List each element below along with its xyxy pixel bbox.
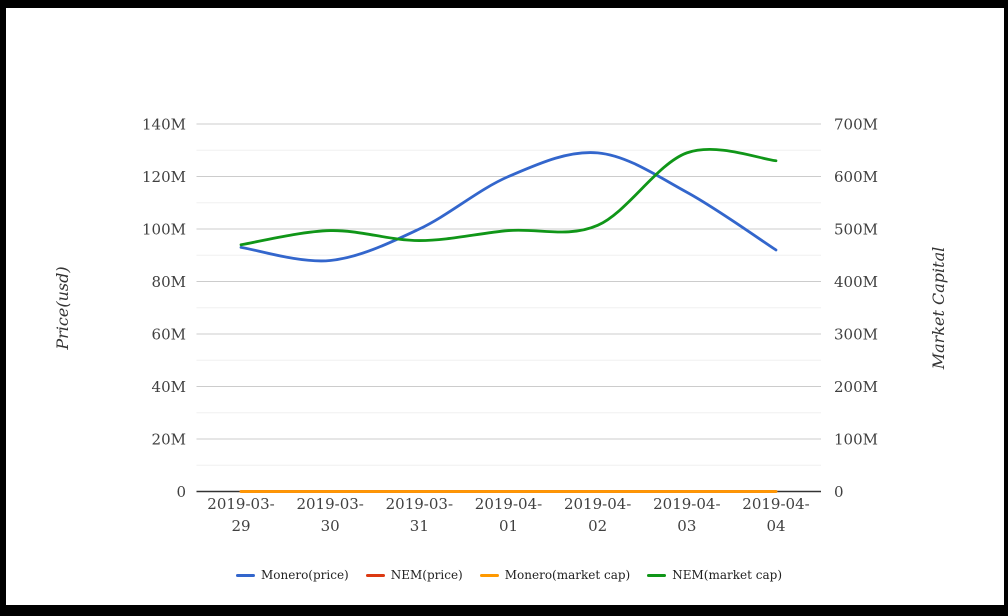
right-axis-tick-label: 600M — [834, 168, 878, 186]
x-axis-tick-label: 31 — [410, 517, 429, 535]
frame-border-bottom — [0, 605, 1008, 616]
right-axis-tick-label: 500M — [834, 221, 878, 239]
gridlines — [196, 123, 821, 493]
legend-item-monero-price[interactable]: Monero(price) — [235, 568, 349, 582]
legend-label: NEM(price) — [390, 568, 463, 582]
left-axis-tick-label: 80M — [152, 273, 186, 291]
legend-line-icon — [647, 573, 667, 577]
legend-label: Monero(market cap) — [504, 568, 631, 582]
left-axis-tick-label: 20M — [152, 431, 186, 449]
left-axis-tick-label: 0 — [176, 483, 186, 501]
x-axis-tick-label: 30 — [321, 517, 340, 535]
right-axis-tick-label: 100M — [834, 431, 878, 449]
frame-border-left — [0, 0, 6, 616]
left-axis-tick-label: 120M — [142, 168, 186, 186]
legend-item-nem-price[interactable]: NEM(price) — [365, 568, 463, 582]
frame-border-top — [0, 0, 1008, 8]
legend-label: NEM(market cap) — [672, 568, 782, 582]
legend-line-icon — [479, 573, 499, 577]
left-axis-tick-label: 100M — [142, 221, 186, 239]
x-axis-tick-label: 2019-04- — [653, 495, 720, 513]
right-axis-tick-label: 300M — [834, 326, 878, 344]
right-axis-title: Market Capital — [929, 247, 948, 370]
legend-item-monero-market-cap[interactable]: Monero(market cap) — [479, 568, 631, 582]
x-axis-tick-label: 02 — [588, 517, 607, 535]
left-axis-tick-label: 140M — [142, 116, 186, 134]
legend-item-nem-market-cap[interactable]: NEM(market cap) — [647, 568, 782, 582]
x-axis-tick-label: 2019-04- — [475, 495, 542, 513]
x-axis-tick-label: 2019-03- — [207, 495, 274, 513]
x-axis-tick-label: 2019-04- — [564, 495, 631, 513]
series-line-nem-market-cap[interactable] — [239, 148, 778, 247]
chart-legend: Monero(price) NEM(price) Monero(market cap… — [196, 565, 822, 585]
legend-line-icon — [235, 573, 255, 577]
x-axis-tick-label: 2019-03- — [296, 495, 363, 513]
right-axis-tick-label: 200M — [834, 378, 878, 396]
left-axis-tick-label: 60M — [152, 326, 186, 344]
right-axis-tick-label: 400M — [834, 273, 878, 291]
x-axis-tick-label: 01 — [499, 517, 518, 535]
series-lines — [239, 148, 778, 493]
series-line-monero-price[interactable] — [239, 151, 778, 263]
left-axis-tick-label: 40M — [152, 378, 186, 396]
right-axis-tick-label: 0 — [834, 483, 844, 501]
legend-line-icon — [365, 573, 385, 577]
right-axis-tick-label: 700M — [834, 116, 878, 134]
x-axis-tick-label: 04 — [766, 517, 785, 535]
axis-tick-labels: 0 20M 40M 60M 80M 100M 120M 140M 0 100M 200M 300M 40… — [142, 116, 878, 536]
x-axis-tick-label: 03 — [677, 517, 696, 535]
frame-border-right — [1004, 0, 1008, 616]
x-axis-tick-label: 2019-04- — [742, 495, 809, 513]
x-axis-tick-label: 2019-03- — [386, 495, 453, 513]
left-axis-title: Price(usd) — [53, 266, 72, 350]
x-axis-tick-label: 29 — [231, 517, 250, 535]
legend-label: Monero(price) — [260, 568, 349, 582]
